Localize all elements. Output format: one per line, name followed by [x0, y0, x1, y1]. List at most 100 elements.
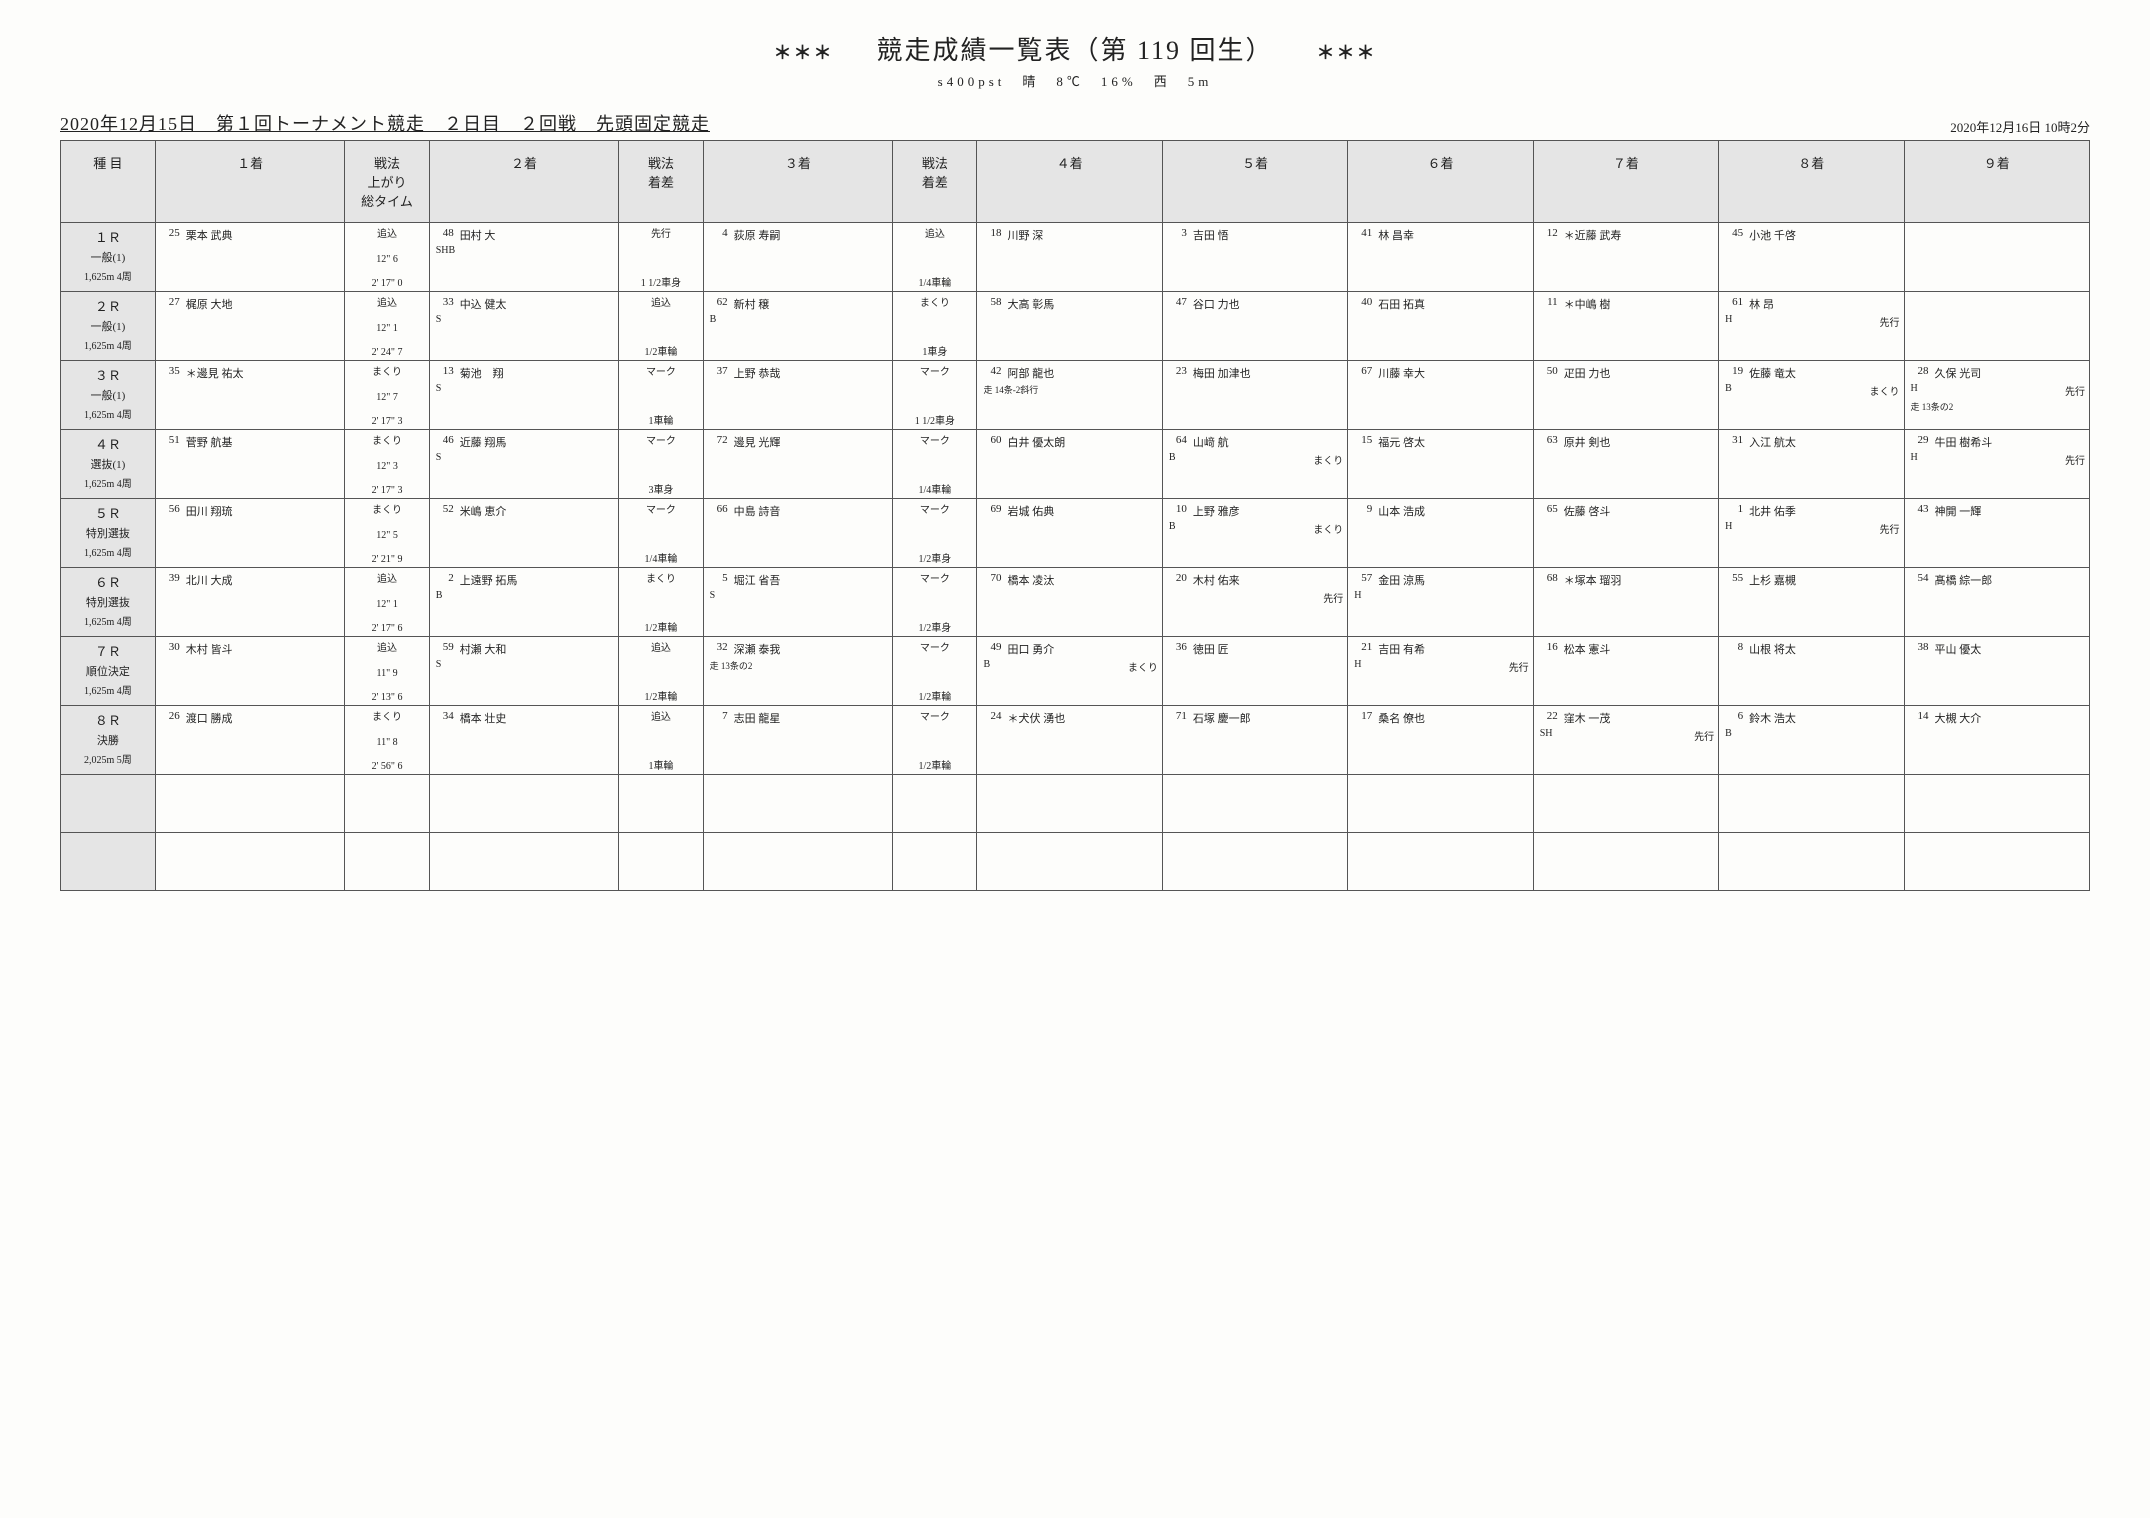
racer-cell: 41林 昌幸 — [1348, 223, 1533, 292]
column-header: ８着 — [1719, 141, 1904, 223]
tactic-cell: マーク1/4車輪 — [619, 499, 703, 568]
table-row: ３Ｒ一般(1)1,625m 4周35＊邊見 祐太まくり12" 72' 17" 3… — [61, 361, 2090, 430]
column-header: 戦法着差 — [893, 141, 977, 223]
racer-cell: 48田村 大SHB — [429, 223, 619, 292]
racer-cell: 10上野 雅彦Bまくり — [1162, 499, 1347, 568]
racer-cell: 42阿部 龍也走 14条-2斜行 — [977, 361, 1162, 430]
racer-cell: 4荻原 寿嗣 — [703, 223, 893, 292]
racer-cell: 23梅田 加津也 — [1162, 361, 1347, 430]
racer-cell: 51菅野 航基 — [155, 430, 345, 499]
racer-cell: 31入江 航太 — [1719, 430, 1904, 499]
racer-cell: 5堀江 省吾S — [703, 568, 893, 637]
racer-cell: 54髙橋 綜一郎 — [1904, 568, 2090, 637]
racer-cell: 70橋本 凌汰 — [977, 568, 1162, 637]
tactic-cell: マーク1車輪 — [619, 361, 703, 430]
event-cell: ４Ｒ選抜(1)1,625m 4周 — [61, 430, 156, 499]
tactic-cell: 追込1/2車輪 — [619, 637, 703, 706]
racer-cell: 58大高 彰馬 — [977, 292, 1162, 361]
event-cell: ５Ｒ特別選抜1,625m 4周 — [61, 499, 156, 568]
racer-cell: 13菊池 翔S — [429, 361, 619, 430]
racer-cell: 69岩城 佑典 — [977, 499, 1162, 568]
racer-cell: 16松本 憲斗 — [1533, 637, 1718, 706]
tactic-cell: 追込1車輪 — [619, 706, 703, 775]
racer-cell: 32深瀬 泰我走 13条の2 — [703, 637, 893, 706]
column-header: 戦法着差 — [619, 141, 703, 223]
table-row: ５Ｒ特別選抜1,625m 4周56田川 翔琉まくり12" 52' 21" 952… — [61, 499, 2090, 568]
racer-cell: 47谷口 力也 — [1162, 292, 1347, 361]
racer-cell: 46近藤 翔馬S — [429, 430, 619, 499]
header-row: 2020年12月15日 第１回トーナメント競走 ２日目 ２回戦 先頭固定競走 2… — [60, 110, 2090, 136]
table-row: ４Ｒ選抜(1)1,625m 4周51菅野 航基まくり12" 32' 17" 34… — [61, 430, 2090, 499]
racer-cell: 2上遠野 拓馬B — [429, 568, 619, 637]
subtitle: s400pst 晴 8℃ 16% 西 5m — [60, 71, 2090, 90]
header-right: 2020年12月16日 10時2分 — [1950, 117, 2090, 136]
racer-cell: 38平山 優太 — [1904, 637, 2090, 706]
column-header: ９着 — [1904, 141, 2090, 223]
racer-cell: 43神開 一輝 — [1904, 499, 2090, 568]
racer-cell: 66中島 詩音 — [703, 499, 893, 568]
table-row: ８Ｒ決勝2,025m 5周26渡口 勝成まくり11" 82' 56" 634橋本… — [61, 706, 2090, 775]
event-cell: ３Ｒ一般(1)1,625m 4周 — [61, 361, 156, 430]
racer-cell: 8山根 将太 — [1719, 637, 1904, 706]
table-row-empty — [61, 833, 2090, 891]
table-body: １Ｒ一般(1)1,625m 4周25栗本 武典追込12" 62' 17" 048… — [61, 223, 2090, 891]
tactic-cell: まくり1/2車輪 — [619, 568, 703, 637]
column-header: ２着 — [429, 141, 619, 223]
tactic-cell: マーク1/4車輪 — [893, 430, 977, 499]
racer-cell: 63原井 剣也 — [1533, 430, 1718, 499]
racer-cell: 27梶原 大地 — [155, 292, 345, 361]
tactic-cell: マーク1 1/2車身 — [893, 361, 977, 430]
racer-cell: 21吉田 有希H先行 — [1348, 637, 1533, 706]
table-row: ６Ｒ特別選抜1,625m 4周39北川 大成追込12" 12' 17" 62上遠… — [61, 568, 2090, 637]
racer-cell: 60白井 優太朗 — [977, 430, 1162, 499]
racer-cell: 17桑名 僚也 — [1348, 706, 1533, 775]
column-header: ６着 — [1348, 141, 1533, 223]
racer-cell: 61林 昂H先行 — [1719, 292, 1904, 361]
racer-cell: 45小池 千啓 — [1719, 223, 1904, 292]
table-row: ７Ｒ順位決定1,625m 4周30木村 皆斗追込11" 92' 13" 659村… — [61, 637, 2090, 706]
racer-cell: 30木村 皆斗 — [155, 637, 345, 706]
racer-cell: 37上野 恭哉 — [703, 361, 893, 430]
racer-cell: 39北川 大成 — [155, 568, 345, 637]
column-header: 種 目 — [61, 141, 156, 223]
tactic-cell: 追込1/4車輪 — [893, 223, 977, 292]
event-cell: １Ｒ一般(1)1,625m 4周 — [61, 223, 156, 292]
racer-cell: 33中込 健太S — [429, 292, 619, 361]
column-header: ７着 — [1533, 141, 1718, 223]
racer-cell: 49田口 勇介Bまくり — [977, 637, 1162, 706]
table-header-row: 種 目１着戦法上がり総タイム２着戦法着差３着戦法着差４着５着６着７着８着９着 — [61, 141, 2090, 223]
racer-cell: 1北井 佑季H先行 — [1719, 499, 1904, 568]
racer-cell: 65佐藤 啓斗 — [1533, 499, 1718, 568]
racer-cell: 71石塚 慶一郎 — [1162, 706, 1347, 775]
tactic-cell: まくり11" 82' 56" 6 — [345, 706, 429, 775]
page-title: 競走成績一覧表（第 119 回生） — [876, 36, 1273, 65]
header-left: 2020年12月15日 第１回トーナメント競走 ２日目 ２回戦 先頭固定競走 — [60, 110, 710, 136]
racer-cell: 20木村 佑来先行 — [1162, 568, 1347, 637]
tactic-cell: マーク3車身 — [619, 430, 703, 499]
racer-cell: 36徳田 匠 — [1162, 637, 1347, 706]
racer-cell: 68＊塚本 瑠羽 — [1533, 568, 1718, 637]
event-cell: ６Ｒ特別選抜1,625m 4周 — [61, 568, 156, 637]
racer-cell: 64山﨑 航Bまくり — [1162, 430, 1347, 499]
stars-right: ＊＊＊ — [1317, 43, 1377, 63]
table-row: １Ｒ一般(1)1,625m 4周25栗本 武典追込12" 62' 17" 048… — [61, 223, 2090, 292]
tactic-cell: まくり12" 52' 21" 9 — [345, 499, 429, 568]
racer-cell: 34橋本 壮史 — [429, 706, 619, 775]
column-header: 戦法上がり総タイム — [345, 141, 429, 223]
racer-cell: 9山本 浩成 — [1348, 499, 1533, 568]
stars-left: ＊＊＊ — [773, 43, 833, 63]
racer-cell: 59村瀬 大和S — [429, 637, 619, 706]
racer-cell — [1904, 292, 2090, 361]
tactic-cell: 追込11" 92' 13" 6 — [345, 637, 429, 706]
racer-cell: 19佐藤 竜太Bまくり — [1719, 361, 1904, 430]
tactic-cell: 追込12" 12' 17" 6 — [345, 568, 429, 637]
tactic-cell: 追込1/2車輪 — [619, 292, 703, 361]
tactic-cell: 追込12" 12' 24" 7 — [345, 292, 429, 361]
racer-cell: 11＊中嶋 樹 — [1533, 292, 1718, 361]
column-header: ３着 — [703, 141, 893, 223]
tactic-cell: まくり12" 72' 17" 3 — [345, 361, 429, 430]
racer-cell: 57金田 涼馬H — [1348, 568, 1533, 637]
racer-cell: 56田川 翔琉 — [155, 499, 345, 568]
tactic-cell: マーク1/2車身 — [893, 499, 977, 568]
column-header: １着 — [155, 141, 345, 223]
